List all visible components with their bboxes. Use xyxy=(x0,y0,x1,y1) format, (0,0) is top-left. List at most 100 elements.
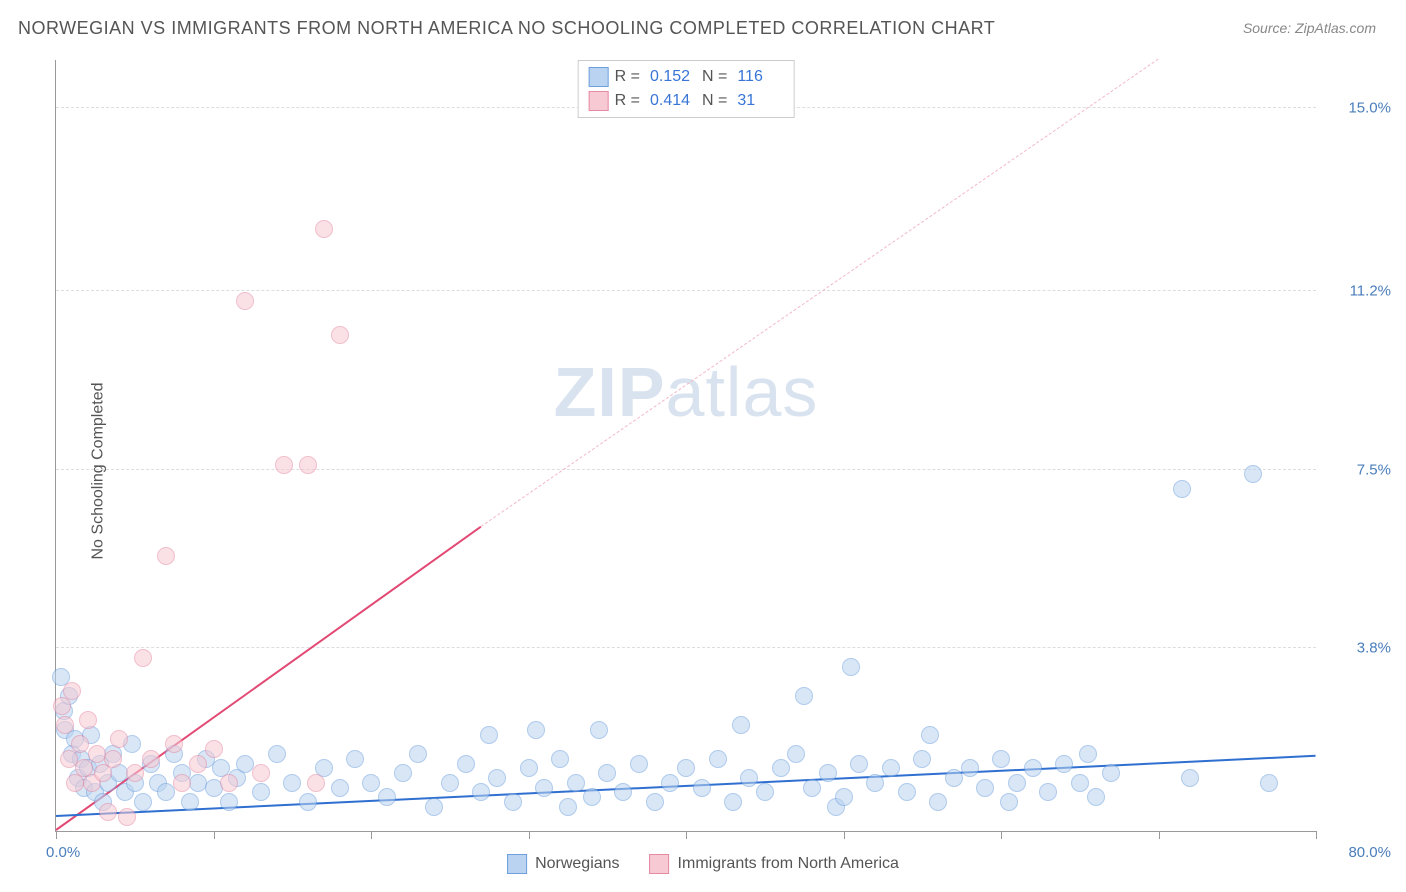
data-point-norwegians xyxy=(559,798,577,816)
legend-n-label: N = xyxy=(702,65,727,89)
legend-r-value-1: 0.414 xyxy=(646,89,696,113)
data-point-norwegians xyxy=(1055,755,1073,773)
x-tick xyxy=(1316,831,1317,839)
data-point-norwegians xyxy=(1008,774,1026,792)
data-point-norwegians xyxy=(441,774,459,792)
data-point-norwegians xyxy=(677,759,695,777)
source-name: ZipAtlas.com xyxy=(1295,20,1376,36)
data-point-immigrants xyxy=(118,808,136,826)
data-point-immigrants xyxy=(165,735,183,753)
legend-n-value-0: 116 xyxy=(733,65,783,89)
x-axis-min-label: 0.0% xyxy=(46,844,80,861)
data-point-norwegians xyxy=(488,769,506,787)
legend-r-label: R = xyxy=(615,89,640,113)
data-point-immigrants xyxy=(63,682,81,700)
data-point-norwegians xyxy=(630,755,648,773)
correlation-legend: R = 0.152 N = 116 R = 0.414 N = 31 xyxy=(578,60,795,118)
data-point-norwegians xyxy=(740,769,758,787)
data-point-norwegians xyxy=(1000,793,1018,811)
data-point-immigrants xyxy=(173,774,191,792)
legend-n-value-1: 31 xyxy=(733,89,783,113)
data-point-norwegians xyxy=(394,764,412,782)
watermark: ZIPatlas xyxy=(554,352,819,432)
plot-area: ZIPatlas R = 0.152 N = 116 R = 0.414 N =… xyxy=(55,60,1316,832)
data-point-norwegians xyxy=(842,658,860,676)
y-tick-label: 7.5% xyxy=(1326,461,1391,478)
data-point-immigrants xyxy=(99,803,117,821)
data-point-immigrants xyxy=(79,711,97,729)
data-point-norwegians xyxy=(583,788,601,806)
trend-line xyxy=(481,59,1159,527)
y-tick-label: 3.8% xyxy=(1326,639,1391,656)
data-point-norwegians xyxy=(795,687,813,705)
data-point-norwegians xyxy=(898,783,916,801)
x-tick xyxy=(1001,831,1002,839)
data-point-norwegians xyxy=(693,779,711,797)
legend-n-label: N = xyxy=(702,89,727,113)
data-point-norwegians xyxy=(772,759,790,777)
data-point-immigrants xyxy=(275,456,293,474)
data-point-norwegians xyxy=(913,750,931,768)
data-point-norwegians xyxy=(661,774,679,792)
source-prefix: Source: xyxy=(1243,20,1295,36)
data-point-norwegians xyxy=(480,726,498,744)
gridline-h xyxy=(56,647,1316,648)
swatch-immigrants xyxy=(650,854,670,874)
data-point-immigrants xyxy=(71,735,89,753)
x-tick xyxy=(529,831,530,839)
x-tick xyxy=(1159,831,1160,839)
x-tick xyxy=(214,831,215,839)
data-point-norwegians xyxy=(598,764,616,782)
data-point-immigrants xyxy=(189,755,207,773)
data-point-norwegians xyxy=(535,779,553,797)
data-point-norwegians xyxy=(567,774,585,792)
swatch-immigrants xyxy=(589,91,609,111)
data-point-norwegians xyxy=(732,716,750,734)
data-point-norwegians xyxy=(252,783,270,801)
data-point-norwegians xyxy=(331,779,349,797)
data-point-norwegians xyxy=(929,793,947,811)
data-point-norwegians xyxy=(921,726,939,744)
gridline-h xyxy=(56,469,1316,470)
y-tick-label: 11.2% xyxy=(1326,283,1391,300)
data-point-norwegians xyxy=(1039,783,1057,801)
swatch-norwegians xyxy=(507,854,527,874)
data-point-immigrants xyxy=(307,774,325,792)
legend-label-norwegians: Norwegians xyxy=(535,855,619,873)
legend-row-immigrants: R = 0.414 N = 31 xyxy=(589,89,784,113)
data-point-norwegians xyxy=(614,783,632,801)
x-axis-max-label: 80.0% xyxy=(1348,844,1391,861)
data-point-norwegians xyxy=(268,745,286,763)
y-tick-label: 15.0% xyxy=(1326,100,1391,117)
data-point-immigrants xyxy=(252,764,270,782)
data-point-immigrants xyxy=(205,740,223,758)
data-point-norwegians xyxy=(181,793,199,811)
data-point-norwegians xyxy=(590,721,608,739)
x-tick xyxy=(686,831,687,839)
data-point-immigrants xyxy=(134,649,152,667)
data-point-norwegians xyxy=(1244,465,1262,483)
legend-item-norwegians: Norwegians xyxy=(507,854,619,874)
legend-r-value-0: 0.152 xyxy=(646,65,696,89)
data-point-immigrants xyxy=(331,326,349,344)
data-point-norwegians xyxy=(551,750,569,768)
data-point-norwegians xyxy=(724,793,742,811)
chart-container: No Schooling Completed ZIPatlas R = 0.15… xyxy=(0,50,1406,892)
data-point-norwegians xyxy=(504,793,522,811)
data-point-immigrants xyxy=(126,764,144,782)
legend-label-immigrants: Immigrants from North America xyxy=(678,855,899,873)
data-point-norwegians xyxy=(283,774,301,792)
legend-r-label: R = xyxy=(615,65,640,89)
legend-item-immigrants: Immigrants from North America xyxy=(650,854,899,874)
data-point-norwegians xyxy=(1102,764,1120,782)
series-legend: Norwegians Immigrants from North America xyxy=(507,854,899,874)
data-point-norwegians xyxy=(1260,774,1278,792)
data-point-norwegians xyxy=(362,774,380,792)
data-point-norwegians xyxy=(157,783,175,801)
data-point-norwegians xyxy=(976,779,994,797)
data-point-norwegians xyxy=(646,793,664,811)
data-point-norwegians xyxy=(992,750,1010,768)
data-point-immigrants xyxy=(315,220,333,238)
data-point-norwegians xyxy=(945,769,963,787)
data-point-norwegians xyxy=(835,788,853,806)
